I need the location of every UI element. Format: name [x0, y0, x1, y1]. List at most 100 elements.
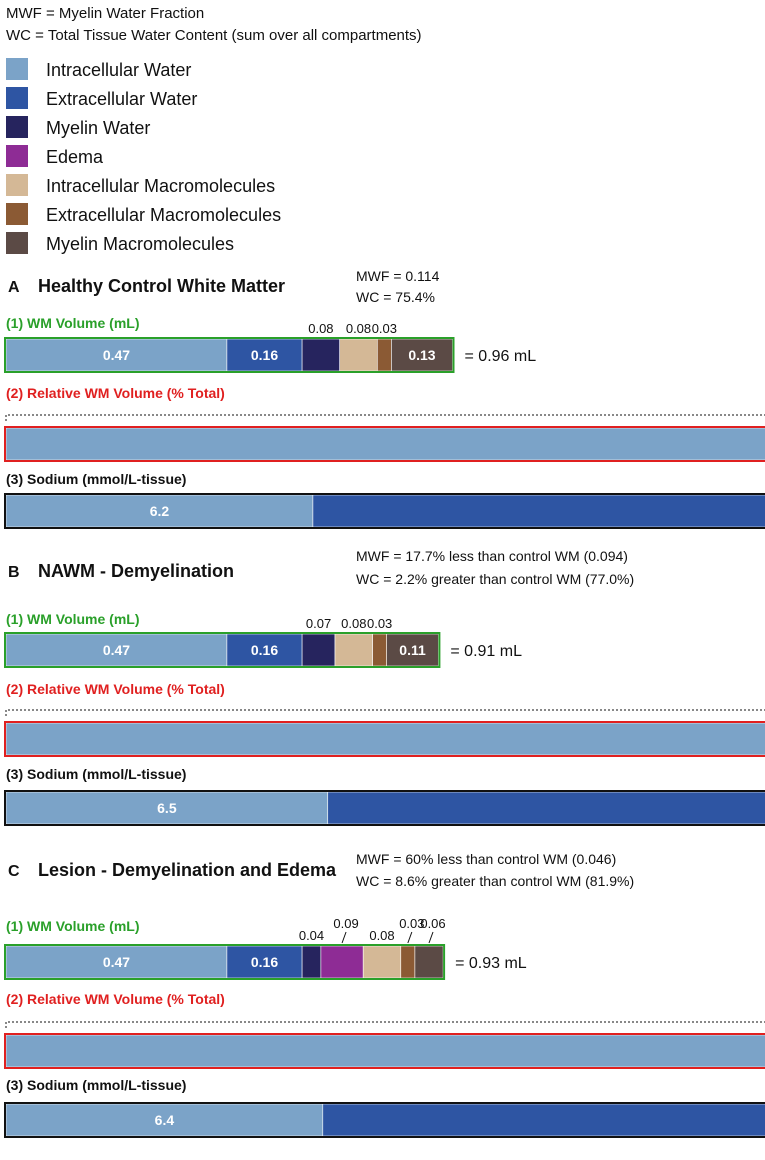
sodium-bar-border [4, 493, 765, 529]
legend-label-ecw: Extracellular Water [46, 89, 197, 109]
bar-segment-volume-ecm [376, 338, 392, 372]
wc-bracket [5, 709, 765, 716]
volume-label: (1) WM Volume (mL) [6, 611, 140, 627]
legend-label-ed: Edema [46, 147, 104, 167]
data-label-volume-ed: 0.09 [333, 916, 358, 931]
panel-stat: MWF = 17.7% less than control WM (0.094) [356, 548, 628, 564]
sodium-bar-border [4, 790, 765, 826]
bar-segment-volume-icm [334, 633, 373, 667]
bar-segment-volume-mm [414, 945, 444, 979]
data-label-volume-mm: 0.13 [408, 347, 435, 363]
bar-segment-sodium-ecw [327, 791, 765, 825]
leader-line-volume-ecm [407, 931, 413, 944]
volume-total: = 0.91 mL [450, 643, 522, 660]
sodium-label: (3) Sodium (mmol/L-tissue) [6, 766, 186, 782]
bar-segment-volume-icw [5, 338, 228, 372]
data-label-volume-mw: 0.04 [299, 928, 324, 943]
panel-letter: C [8, 863, 20, 880]
data-label-sodium-icw: 6.4 [155, 1112, 175, 1128]
bar-segment-volume-ecm [400, 945, 416, 979]
relative-bar-border [4, 721, 765, 757]
data-label-volume-mw: 0.08 [308, 321, 333, 336]
relative-label: (2) Relative WM Volume (% Total) [6, 385, 225, 401]
data-label-volume-ecw: 0.16 [251, 642, 278, 658]
data-label-volume-icm: 0.08 [341, 616, 366, 631]
bar-segment-volume-ecm [372, 633, 388, 667]
data-label-volume-ecw: 0.16 [251, 954, 278, 970]
volume-bar-border [4, 944, 446, 980]
sodium-bar-border [4, 1102, 765, 1138]
mwf-definition: MWF = Myelin Water Fraction [6, 5, 204, 22]
legend: Intracellular Water Extracellular Water My… [6, 58, 281, 254]
data-label-volume-ecm: 0.03 [367, 616, 392, 631]
leader-line-volume-ed [341, 931, 347, 944]
bar-segment-volume-mm [386, 633, 439, 667]
data-label-volume-ecm: 0.03 [399, 916, 424, 931]
panel-letter: B [8, 564, 20, 581]
bar-segment-volume-icm [339, 338, 378, 372]
panel-stat: MWF = 60% less than control WM (0.046) [356, 851, 616, 867]
volume-label: (1) WM Volume (mL) [6, 315, 140, 331]
panel-stat: MWF = 0.114 [356, 268, 440, 284]
data-label-volume-mm: 0.11 [399, 642, 426, 658]
panel-title: Healthy Control White Matter [38, 276, 285, 296]
relative-bar-border [4, 1033, 765, 1069]
bar-segment-volume-icm [362, 945, 402, 979]
panel-stat: WC = 8.6% greater than control WM (81.9%… [356, 873, 634, 889]
bar-segment-volume-mw [301, 338, 341, 372]
sodium-label: (3) Sodium (mmol/L-tissue) [6, 471, 186, 487]
legend-swatch-mw [6, 116, 28, 138]
volume-bar-border [4, 337, 455, 373]
leader-line-volume-mm [428, 931, 434, 944]
panel-stat: WC = 75.4% [356, 289, 435, 305]
data-label-sodium-icw: 6.2 [150, 503, 170, 519]
legend-swatch-ecw [6, 87, 28, 109]
legend-swatch-icw [6, 58, 28, 80]
volume-total: = 0.93 mL [455, 955, 527, 972]
legend-label-icm: Intracellular Macromolecules [46, 176, 275, 196]
bar-segment-relative-icw [5, 427, 765, 461]
wc-bracket [5, 1021, 765, 1028]
panel-title: Lesion - Demyelination and Edema [38, 860, 337, 880]
bar-segment-volume-icw [5, 945, 228, 979]
legend-swatch-mm [6, 232, 28, 254]
legend-swatch-ecm [6, 203, 28, 225]
relative-bar-border [4, 426, 765, 462]
sodium-label: (3) Sodium (mmol/L-tissue) [6, 1077, 186, 1093]
volume-total: = 0.96 mL [465, 348, 537, 365]
data-label-volume-icw: 0.47 [103, 347, 130, 363]
legend-label-ecm: Extracellular Macromolecules [46, 205, 281, 225]
data-label-volume-icw: 0.47 [103, 954, 130, 970]
bar-segment-relative-icw [5, 1034, 765, 1068]
bar-segment-relative-icw [5, 722, 765, 756]
bar-segment-volume-ed [320, 945, 364, 979]
relative-label: (2) Relative WM Volume (% Total) [6, 681, 225, 697]
panels: A Healthy Control White Matter MWF = 0.114… [4, 268, 765, 1138]
bar-segment-volume-mw [301, 945, 322, 979]
data-label-volume-icm: 0.08 [369, 928, 394, 943]
data-label-volume-mm: 0.06 [420, 916, 445, 931]
panel-A: A Healthy Control White Matter MWF = 0.114… [4, 268, 765, 529]
legend-swatch-ed [6, 145, 28, 167]
legend-label-mw: Myelin Water [46, 118, 150, 138]
data-label-volume-ecw: 0.16 [251, 347, 278, 363]
data-label-volume-icm: 0.08 [346, 321, 371, 336]
panel-B: B NAWM - Demyelination MWF = 17.7% less th… [4, 548, 765, 826]
data-label-volume-ecm: 0.03 [372, 321, 397, 336]
bar-segment-sodium-ecw [312, 494, 765, 528]
panel-letter: A [8, 279, 20, 296]
panel-C: C Lesion - Demyelination and Edema MWF = 6… [4, 851, 765, 1138]
data-label-sodium-icw: 6.5 [157, 800, 177, 816]
volume-label: (1) WM Volume (mL) [6, 918, 140, 934]
data-label-volume-icw: 0.47 [103, 642, 130, 658]
bar-segment-volume-ecw [226, 633, 303, 667]
legend-label-mm: Myelin Macromolecules [46, 234, 234, 254]
volume-bar-border [4, 632, 441, 668]
panel-stat: WC = 2.2% greater than control WM (77.0%… [356, 571, 634, 587]
relative-label: (2) Relative WM Volume (% Total) [6, 991, 225, 1007]
wc-definition: WC = Total Tissue Water Content (sum ove… [6, 27, 422, 44]
legend-swatch-icm [6, 174, 28, 196]
wc-bracket [5, 414, 765, 421]
bar-segment-volume-ecw [226, 338, 303, 372]
